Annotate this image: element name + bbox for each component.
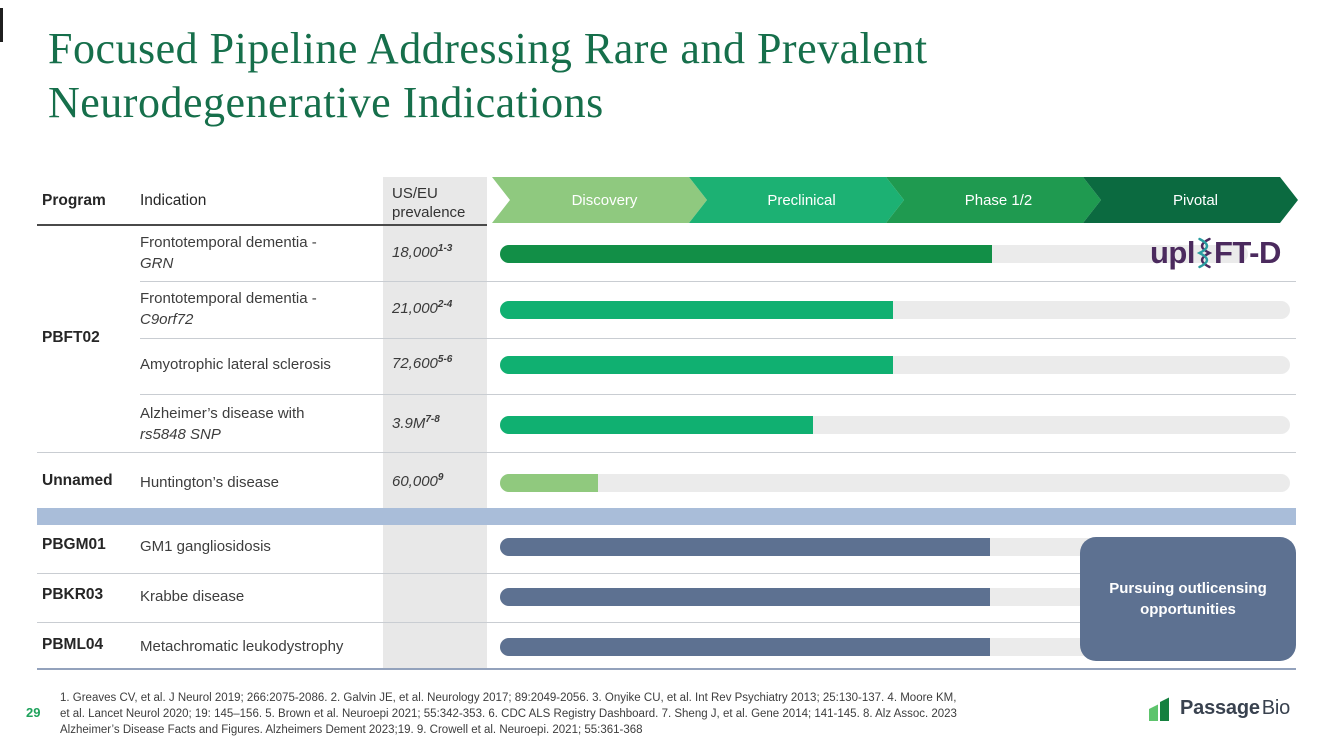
outlicensing-callout-line1: Pursuing outlicensing <box>1109 580 1267 597</box>
page-title-line1: Focused Pipeline Addressing Rare and Pre… <box>48 24 928 73</box>
passage-bio-logo-word2: Bio <box>1261 696 1291 719</box>
outlicensing-callout: Pursuing outlicensing opportunities <box>1080 537 1296 661</box>
phase-chevron-pivotal: Pivotal <box>1083 177 1298 223</box>
column-header-prevalence: US/EU prevalence <box>392 185 466 221</box>
pipeline-bar-fill <box>500 245 992 263</box>
prevalence-number: 18,000 <box>392 244 438 261</box>
phase-label: Pivotal <box>1172 191 1219 209</box>
passage-bio-logo: Passage Bio <box>1148 694 1290 722</box>
passage-bio-logo-word1: Passage <box>1180 696 1260 719</box>
indication-line: Metachromatic leukodystrophy <box>140 637 344 655</box>
dna-helix-icon <box>1196 237 1213 269</box>
indication-cell: Huntington’s disease <box>140 472 390 493</box>
row-separator <box>140 281 1296 282</box>
header-underline <box>37 224 487 226</box>
indication-cell: Frontotemporal dementia - C9orf72 <box>140 288 390 330</box>
pipeline-bar-fill <box>500 301 893 319</box>
indication-line: GM1 gangliosidosis <box>140 537 271 555</box>
page-number: 29 <box>26 705 41 720</box>
row-separator <box>140 394 1296 395</box>
section-divider-bar <box>37 508 1296 525</box>
page-title: Focused Pipeline Addressing Rare and Pre… <box>48 22 1228 130</box>
pipeline-bar-fill <box>500 588 990 606</box>
program-label-pbkr03: PBKR03 <box>42 586 104 603</box>
passage-bio-logo-mark-icon <box>1149 697 1169 721</box>
reference-line: et al. Lancet Neurol 2020; 19: 145–156. … <box>60 708 957 720</box>
prevalence-reference-superscript: 1-3 <box>437 243 453 254</box>
phase-chevron-preclinical: Preclinical <box>689 177 904 223</box>
phase-chevron-discovery: Discovery <box>492 177 707 223</box>
pipeline-bar-fill <box>500 638 990 656</box>
prevalence-value: 3.9M7-8 <box>392 414 440 432</box>
prevalence-reference-superscript: 2-4 <box>437 299 453 310</box>
prevalence-value: 60,0009 <box>392 472 443 490</box>
pipeline-bar-fill <box>500 356 893 374</box>
prevalence-number: 72,600 <box>392 355 438 372</box>
program-label-pbml04: PBML04 <box>42 636 104 653</box>
indication-line: Frontotemporal dementia - <box>140 290 317 307</box>
prevalence-reference-superscript: 5-6 <box>437 354 453 365</box>
prevalence-column-background <box>383 177 487 668</box>
phase-label: Phase 1/2 <box>964 191 1033 209</box>
phase-label: Discovery <box>571 191 638 209</box>
row-separator <box>37 668 1296 670</box>
column-header-indication: Indication <box>140 192 207 209</box>
pipeline-bar-fill <box>500 416 813 434</box>
indication-line: Amyotrophic lateral sclerosis <box>140 355 331 373</box>
pipeline-bar-track <box>500 301 1290 319</box>
row-separator <box>37 452 1296 453</box>
pipeline-bar-track <box>500 245 1248 263</box>
indication-cell: Krabbe disease <box>140 586 390 607</box>
phase-header: Discovery Preclinical Phase 1/2 Pivotal <box>492 177 1302 223</box>
indication-line: Frontotemporal dementia - <box>140 234 317 251</box>
indication-cell: Metachromatic leukodystrophy <box>140 636 390 657</box>
indication-line: rs5848 SNP <box>140 426 221 443</box>
uplift-d-logo-text-pre: upl <box>1150 235 1196 270</box>
prevalence-number: 21,000 <box>392 300 438 317</box>
page-title-line2: Neurodegenerative Indications <box>48 78 604 127</box>
passage-bio-logo-words: Passage Bio <box>1180 697 1290 720</box>
corner-mark <box>0 8 3 42</box>
uplift-d-logo-text-post: FT-D <box>1214 235 1281 270</box>
program-label-pbgm01: PBGM01 <box>42 536 106 553</box>
pipeline-bar-track <box>500 474 1290 492</box>
indication-line: Huntington’s disease <box>140 473 279 491</box>
pipeline-bar-track <box>500 416 1290 434</box>
indication-line: GRN <box>140 255 174 272</box>
prevalence-number: 3.9M <box>392 415 426 432</box>
indication-line: Krabbe disease <box>140 587 245 605</box>
row-separator <box>37 573 1296 574</box>
prevalence-value: 18,0001-3 <box>392 243 452 261</box>
pipeline-bar-fill <box>500 474 598 492</box>
phase-chevron-phase-1-2: Phase 1/2 <box>886 177 1101 223</box>
reference-line: 1. Greaves CV, et al. J Neurol 2019; 266… <box>60 692 957 704</box>
indication-cell: Amyotrophic lateral sclerosis <box>140 354 390 375</box>
pipeline-bar-track <box>500 356 1290 374</box>
phase-label: Preclinical <box>767 191 836 209</box>
pipeline-bar-fill <box>500 538 990 556</box>
references: 1. Greaves CV, et al. J Neurol 2019; 266… <box>60 690 1130 738</box>
row-separator <box>37 622 1296 623</box>
indication-cell: Alzheimer’s disease with rs5848 SNP <box>140 403 390 445</box>
prevalence-reference-superscript: 7-8 <box>425 414 440 425</box>
indication-cell: GM1 gangliosidosis <box>140 536 390 557</box>
program-label-unnamed: Unnamed <box>42 472 113 489</box>
indication-cell: Frontotemporal dementia - GRN <box>140 232 390 274</box>
program-label-pbft02: PBFT02 <box>42 329 100 346</box>
prevalence-reference-superscript: 9 <box>437 472 444 483</box>
prevalence-value: 72,6005-6 <box>392 354 452 372</box>
indication-line: Alzheimer’s disease with <box>140 405 305 422</box>
prevalence-value: 21,0002-4 <box>392 299 452 317</box>
prevalence-number: 60,000 <box>392 473 438 490</box>
row-separator <box>140 338 1296 339</box>
uplift-d-logo: upl FT-D <box>1150 231 1281 275</box>
indication-line: C9orf72 <box>140 311 194 328</box>
column-header-program: Program <box>42 192 106 209</box>
outlicensing-callout-line2: opportunities <box>1140 601 1236 618</box>
reference-line: Alzheimer’s Disease Facts and Figures. A… <box>60 724 643 736</box>
